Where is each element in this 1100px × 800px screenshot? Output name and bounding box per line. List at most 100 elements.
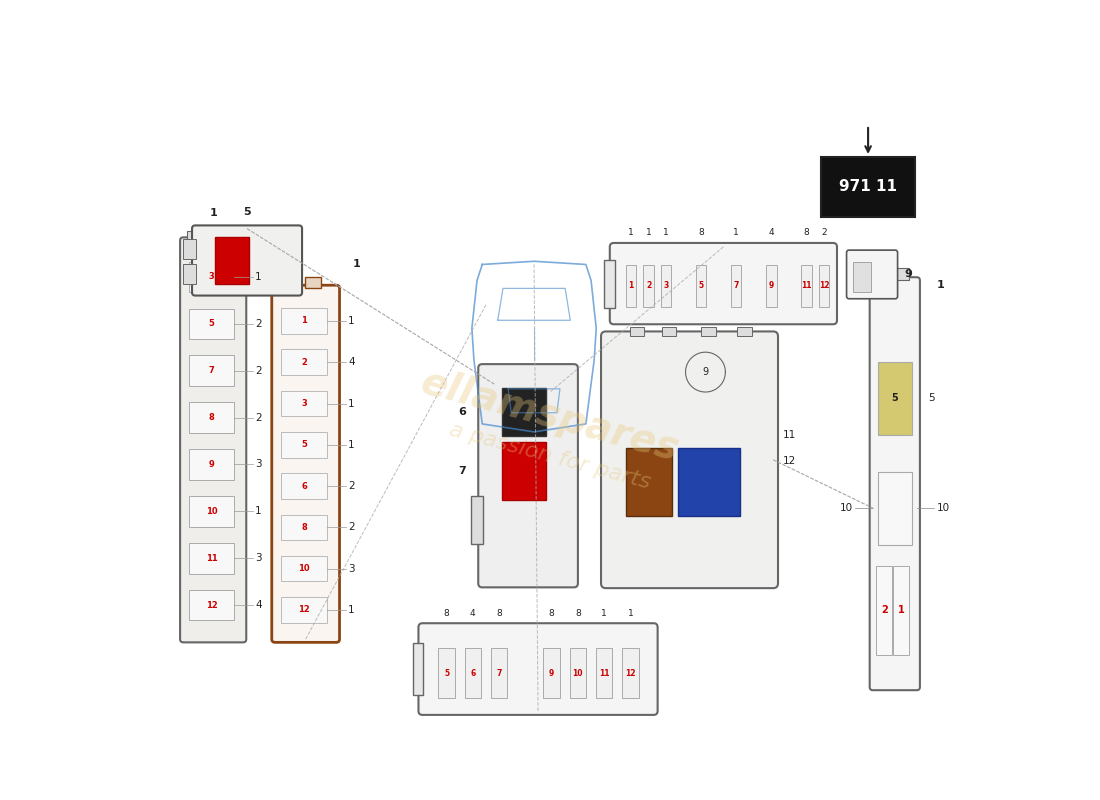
Bar [464,648,481,698]
Text: 5: 5 [243,206,251,217]
FancyBboxPatch shape [870,278,920,690]
Bar [282,308,327,334]
Bar [471,496,483,543]
Text: 10: 10 [937,503,949,513]
Text: 4: 4 [255,600,262,610]
Text: 2: 2 [821,228,827,238]
Bar [696,265,706,307]
Text: 1: 1 [937,281,945,290]
Bar [282,514,327,540]
Text: 11: 11 [801,282,812,290]
Text: 1: 1 [646,228,651,238]
Text: 10: 10 [206,507,218,516]
Bar [439,648,454,698]
FancyBboxPatch shape [418,623,658,715]
Bar [766,265,777,307]
Bar [881,268,909,281]
Bar [801,265,812,307]
Text: 2: 2 [646,282,651,290]
Text: 1: 1 [628,228,634,238]
Bar [604,261,615,308]
Text: 7: 7 [496,669,502,678]
Text: ellamspares: ellamspares [417,363,683,469]
Text: 5: 5 [928,394,935,403]
Text: 4: 4 [769,228,774,238]
Bar [623,648,639,698]
Bar [702,326,716,336]
Text: 1: 1 [628,609,634,618]
Bar [503,388,546,436]
Text: 3: 3 [209,272,214,282]
Bar [184,239,196,259]
Bar [732,265,741,307]
Text: 2: 2 [349,522,355,532]
Bar [306,278,321,288]
Text: 2: 2 [255,413,262,422]
Text: 5: 5 [444,669,449,678]
Text: 1: 1 [349,440,355,450]
Text: 3: 3 [255,554,262,563]
Text: 8: 8 [301,523,307,532]
Text: 8: 8 [575,609,581,618]
Text: 9: 9 [703,367,708,377]
Text: 7: 7 [459,466,466,476]
Bar [626,448,672,515]
Bar [893,566,909,655]
Text: 9: 9 [549,669,554,678]
Text: 3: 3 [255,459,262,470]
Text: 11: 11 [206,554,218,562]
Bar [189,450,234,480]
Text: 1: 1 [628,282,634,290]
Text: 1: 1 [349,316,355,326]
Bar [189,543,234,574]
Bar [491,648,507,698]
Bar [282,474,327,499]
Text: 8: 8 [549,609,554,618]
Text: 10: 10 [573,669,583,678]
FancyBboxPatch shape [847,250,898,298]
Bar [282,390,327,416]
Bar [644,265,653,307]
Text: 9: 9 [769,282,774,290]
Text: 2: 2 [255,318,262,329]
Text: 6: 6 [470,669,475,678]
Bar [282,597,327,622]
Text: 8: 8 [443,609,450,618]
Bar [189,590,234,621]
Bar [570,648,586,698]
Bar [282,432,327,458]
Bar [282,556,327,582]
Bar [189,355,234,386]
Text: 3: 3 [301,399,307,408]
FancyBboxPatch shape [601,331,778,588]
Text: 10: 10 [839,503,853,513]
Text: 12: 12 [783,456,796,466]
Text: 1: 1 [255,506,262,516]
FancyBboxPatch shape [478,364,578,587]
Bar [283,278,299,288]
Bar [412,643,424,695]
Bar [821,157,915,217]
Text: 1: 1 [602,609,607,618]
Text: 3: 3 [663,282,669,290]
Text: 12: 12 [625,669,636,678]
Bar [878,362,912,435]
Bar [661,265,671,307]
Text: 1: 1 [898,606,904,615]
Text: 4: 4 [470,609,475,618]
Text: 1: 1 [734,228,739,238]
Text: 8: 8 [803,228,810,238]
Bar [189,496,234,526]
Text: 1: 1 [663,228,669,238]
Text: 10: 10 [298,564,310,573]
Text: 1: 1 [209,208,217,218]
Text: 971 11: 971 11 [839,179,898,194]
Text: a passion for parts: a passion for parts [447,419,653,492]
Text: 1: 1 [349,398,355,409]
Text: 5: 5 [301,440,307,450]
Bar [282,350,327,375]
Bar [878,471,912,545]
Text: 8: 8 [209,413,214,422]
Text: 1: 1 [349,605,355,615]
Bar [189,309,234,339]
